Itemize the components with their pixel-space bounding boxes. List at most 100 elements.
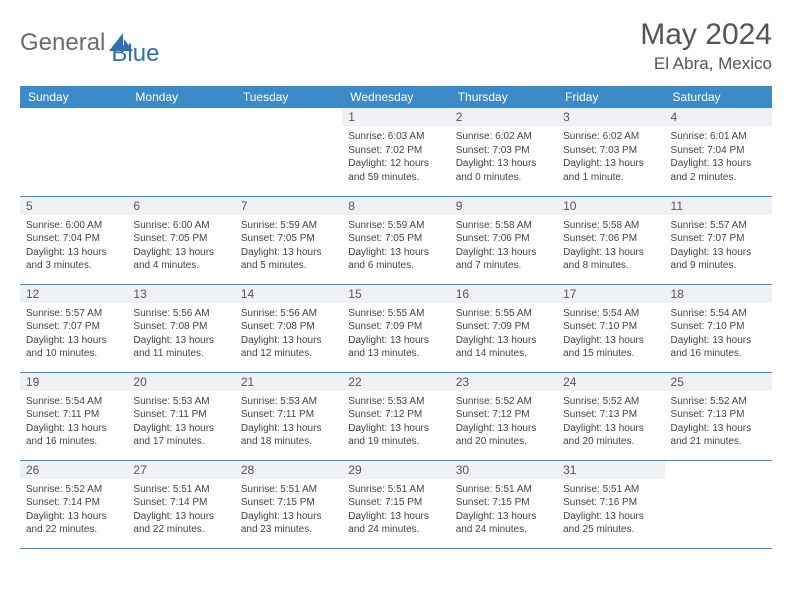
day-info: Sunrise: 5:51 AMSunset: 7:15 PMDaylight:… bbox=[456, 483, 551, 537]
calendar-cell: 12 Sunrise: 5:57 AMSunset: 7:07 PMDayligh… bbox=[20, 284, 127, 372]
calendar-cell: 1 Sunrise: 6:03 AMSunset: 7:02 PMDaylight… bbox=[342, 108, 449, 196]
day-number: 14 bbox=[235, 285, 342, 303]
day-info: Sunrise: 5:53 AMSunset: 7:11 PMDaylight:… bbox=[241, 395, 336, 449]
calendar-week-row: 12 Sunrise: 5:57 AMSunset: 7:07 PMDayligh… bbox=[20, 284, 772, 372]
day-info: Sunrise: 5:59 AMSunset: 7:05 PMDaylight:… bbox=[241, 219, 336, 273]
day-number: 5 bbox=[20, 197, 127, 215]
day-number: 22 bbox=[342, 373, 449, 391]
calendar-cell: 3 Sunrise: 6:02 AMSunset: 7:03 PMDaylight… bbox=[557, 108, 664, 196]
calendar-cell: 13Sunrise: 5:56 AMSunset: 7:08 PMDayligh… bbox=[127, 284, 234, 372]
calendar-cell: 29 Sunrise: 5:51 AMSunset: 7:15 PMDayligh… bbox=[342, 460, 449, 548]
day-number: 6 bbox=[127, 197, 234, 215]
day-info: Sunrise: 5:55 AMSunset: 7:09 PMDaylight:… bbox=[456, 307, 551, 361]
calendar-cell: 20Sunrise: 5:53 AMSunset: 7:11 PMDayligh… bbox=[127, 372, 234, 460]
calendar-cell: 17Sunrise: 5:54 AMSunset: 7:10 PMDayligh… bbox=[557, 284, 664, 372]
day-number: 9 bbox=[450, 197, 557, 215]
logo-text-gray: General bbox=[20, 29, 105, 57]
day-info: Sunrise: 5:51 AMSunset: 7:15 PMDaylight:… bbox=[241, 483, 336, 537]
calendar-cell: 27 Sunrise: 5:51 AMSunset: 7:14 PMDayligh… bbox=[127, 460, 234, 548]
day-number: 30 bbox=[450, 461, 557, 479]
day-info: Sunrise: 5:53 AMSunset: 7:12 PMDaylight:… bbox=[348, 395, 443, 449]
calendar-cell: 30 Sunrise: 5:51 AMSunset: 7:15 PMDayligh… bbox=[450, 460, 557, 548]
day-info: Sunrise: 5:56 AMSunset: 7:08 PMDaylight:… bbox=[241, 307, 336, 361]
day-number: 1 bbox=[342, 108, 449, 126]
header: General Blue May 2024 El Abra, Mexico bbox=[20, 18, 772, 74]
day-info: Sunrise: 5:52 AMSunset: 7:13 PMDaylight:… bbox=[563, 395, 658, 449]
day-info: Sunrise: 5:54 AMSunset: 7:10 PMDaylight:… bbox=[563, 307, 658, 361]
calendar-cell: 28 Sunrise: 5:51 AMSunset: 7:15 PMDayligh… bbox=[235, 460, 342, 548]
day-info: Sunrise: 5:52 AMSunset: 7:12 PMDaylight:… bbox=[456, 395, 551, 449]
location: El Abra, Mexico bbox=[640, 54, 772, 74]
calendar-cell: 9 Sunrise: 5:58 AMSunset: 7:06 PMDaylight… bbox=[450, 196, 557, 284]
logo-text-blue: Blue bbox=[111, 40, 159, 67]
logo: General Blue bbox=[20, 18, 159, 68]
calendar-week-row: 19 Sunrise: 5:54 AMSunset: 7:11 PMDayligh… bbox=[20, 372, 772, 460]
day-info: Sunrise: 6:02 AMSunset: 7:03 PMDaylight:… bbox=[456, 130, 551, 184]
day-info: Sunrise: 5:54 AMSunset: 7:11 PMDaylight:… bbox=[26, 395, 121, 449]
day-info: Sunrise: 5:51 AMSunset: 7:14 PMDaylight:… bbox=[133, 483, 228, 537]
day-info: Sunrise: 6:03 AMSunset: 7:02 PMDaylight:… bbox=[348, 130, 443, 184]
calendar-cell: 7 Sunrise: 5:59 AMSunset: 7:05 PMDaylight… bbox=[235, 196, 342, 284]
calendar-cell: 10Sunrise: 5:58 AMSunset: 7:06 PMDayligh… bbox=[557, 196, 664, 284]
weekday-header: Saturday bbox=[665, 86, 772, 108]
calendar-cell: 24 Sunrise: 5:52 AMSunset: 7:13 PMDayligh… bbox=[557, 372, 664, 460]
day-number: 29 bbox=[342, 461, 449, 479]
day-info: Sunrise: 5:52 AMSunset: 7:13 PMDaylight:… bbox=[671, 395, 766, 449]
weekday-header: Thursday bbox=[450, 86, 557, 108]
calendar-cell: 14 Sunrise: 5:56 AMSunset: 7:08 PMDayligh… bbox=[235, 284, 342, 372]
day-number: 4 bbox=[665, 108, 772, 126]
calendar-cell: 18 Sunrise: 5:54 AMSunset: 7:10 PMDayligh… bbox=[665, 284, 772, 372]
calendar-cell: 31 Sunrise: 5:51 AMSunset: 7:16 PMDayligh… bbox=[557, 460, 664, 548]
calendar-cell: 26Sunrise: 5:52 AMSunset: 7:14 PMDayligh… bbox=[20, 460, 127, 548]
calendar-cell: 4 Sunrise: 6:01 AMSunset: 7:04 PMDaylight… bbox=[665, 108, 772, 196]
calendar-cell bbox=[127, 108, 234, 196]
weekday-header: Sunday bbox=[20, 86, 127, 108]
title-block: May 2024 El Abra, Mexico bbox=[640, 18, 772, 74]
day-info: Sunrise: 5:58 AMSunset: 7:06 PMDaylight:… bbox=[456, 219, 551, 273]
day-number: 21 bbox=[235, 373, 342, 391]
day-number: 24 bbox=[557, 373, 664, 391]
day-info: Sunrise: 6:00 AMSunset: 7:04 PMDaylight:… bbox=[26, 219, 121, 273]
calendar-body: 1 Sunrise: 6:03 AMSunset: 7:02 PMDaylight… bbox=[20, 108, 772, 548]
day-number: 8 bbox=[342, 197, 449, 215]
calendar-cell bbox=[235, 108, 342, 196]
day-number: 3 bbox=[557, 108, 664, 126]
weekday-header: Tuesday bbox=[235, 86, 342, 108]
day-info: Sunrise: 5:57 AMSunset: 7:07 PMDaylight:… bbox=[671, 219, 766, 273]
calendar-cell: 22 Sunrise: 5:53 AMSunset: 7:12 PMDayligh… bbox=[342, 372, 449, 460]
day-info: Sunrise: 6:02 AMSunset: 7:03 PMDaylight:… bbox=[563, 130, 658, 184]
day-info: Sunrise: 5:51 AMSunset: 7:15 PMDaylight:… bbox=[348, 483, 443, 537]
day-number: 15 bbox=[342, 285, 449, 303]
calendar-cell: 6Sunrise: 6:00 AMSunset: 7:05 PMDaylight… bbox=[127, 196, 234, 284]
day-info: Sunrise: 5:59 AMSunset: 7:05 PMDaylight:… bbox=[348, 219, 443, 273]
day-number: 31 bbox=[557, 461, 664, 479]
day-number: 10 bbox=[557, 197, 664, 215]
month-title: May 2024 bbox=[640, 18, 772, 52]
day-info: Sunrise: 6:01 AMSunset: 7:04 PMDaylight:… bbox=[671, 130, 766, 184]
calendar-cell: 5 Sunrise: 6:00 AMSunset: 7:04 PMDaylight… bbox=[20, 196, 127, 284]
day-number: 12 bbox=[20, 285, 127, 303]
weekday-header: Friday bbox=[557, 86, 664, 108]
calendar-cell: 8 Sunrise: 5:59 AMSunset: 7:05 PMDaylight… bbox=[342, 196, 449, 284]
day-number: 27 bbox=[127, 461, 234, 479]
day-number: 28 bbox=[235, 461, 342, 479]
day-number: 19 bbox=[20, 373, 127, 391]
day-number: 18 bbox=[665, 285, 772, 303]
calendar-cell: 11 Sunrise: 5:57 AMSunset: 7:07 PMDayligh… bbox=[665, 196, 772, 284]
day-info: Sunrise: 5:51 AMSunset: 7:16 PMDaylight:… bbox=[563, 483, 658, 537]
day-info: Sunrise: 5:54 AMSunset: 7:10 PMDaylight:… bbox=[671, 307, 766, 361]
calendar-cell: 23 Sunrise: 5:52 AMSunset: 7:12 PMDayligh… bbox=[450, 372, 557, 460]
calendar-cell: 21 Sunrise: 5:53 AMSunset: 7:11 PMDayligh… bbox=[235, 372, 342, 460]
day-info: Sunrise: 5:57 AMSunset: 7:07 PMDaylight:… bbox=[26, 307, 121, 361]
weekday-header: Wednesday bbox=[342, 86, 449, 108]
day-number: 7 bbox=[235, 197, 342, 215]
calendar-cell: 25Sunrise: 5:52 AMSunset: 7:13 PMDayligh… bbox=[665, 372, 772, 460]
day-number: 16 bbox=[450, 285, 557, 303]
calendar-cell bbox=[20, 108, 127, 196]
day-number: 11 bbox=[665, 197, 772, 215]
calendar-table: Sunday Monday Tuesday Wednesday Thursday… bbox=[20, 86, 772, 549]
calendar-week-row: 5 Sunrise: 6:00 AMSunset: 7:04 PMDaylight… bbox=[20, 196, 772, 284]
weekday-header-row: Sunday Monday Tuesday Wednesday Thursday… bbox=[20, 86, 772, 108]
day-number: 23 bbox=[450, 373, 557, 391]
day-number: 13 bbox=[127, 285, 234, 303]
